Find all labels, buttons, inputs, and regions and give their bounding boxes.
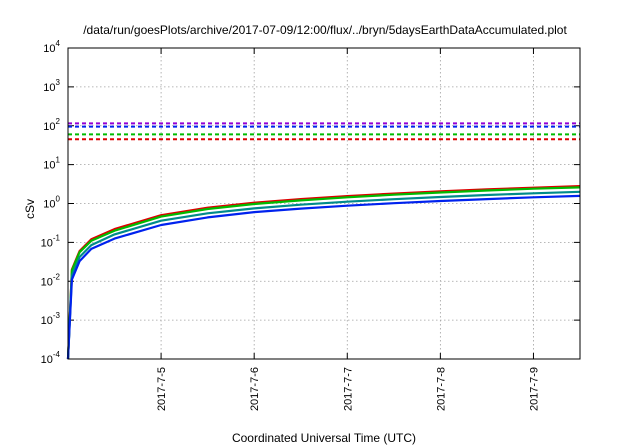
- y-tick-label: 104: [43, 39, 60, 55]
- y-tick-label: 10-1: [41, 233, 61, 249]
- x-tick-label: 2017-7-6: [249, 367, 261, 411]
- y-tick-label: 10-3: [41, 311, 61, 327]
- series-line-green: [66, 186, 581, 360]
- x-axis-label: Coordinated Universal Time (UTC): [232, 431, 416, 445]
- y-tick-label: 103: [43, 78, 60, 94]
- plot-frame: [67, 47, 581, 360]
- x-tick-label: 2017-7-5: [156, 367, 168, 411]
- y-tick-label: 10-2: [41, 272, 61, 288]
- series-line-teal: [66, 190, 581, 360]
- y-tick-label: 10-4: [41, 350, 61, 366]
- x-tick-label: 2017-7-7: [342, 367, 354, 411]
- y-axis-label: cSv: [23, 199, 37, 219]
- y-tick-label: 100: [43, 195, 60, 211]
- accumulated-series: [66, 185, 581, 360]
- x-tick-label: 2017-7-8: [435, 367, 447, 411]
- series-line-red: [66, 185, 581, 360]
- series-line-blue: [66, 194, 581, 360]
- x-axis-ticks: 2017-7-5 2017-7-6 2017-7-7 2017-7-8 2017-7-9: [156, 48, 540, 411]
- threshold-lines: [68, 122, 580, 141]
- chart-title: /data/run/goesPlots/archive/2017-07-09/1…: [83, 23, 567, 37]
- x-tick-label: 2017-7-9: [528, 367, 540, 411]
- y-tick-label: 101: [43, 156, 60, 172]
- y-tick-label: 102: [43, 117, 60, 133]
- y-axis-ticks: 10-4 10-3 10-2 10-1 100 101 102 103 104: [41, 39, 580, 366]
